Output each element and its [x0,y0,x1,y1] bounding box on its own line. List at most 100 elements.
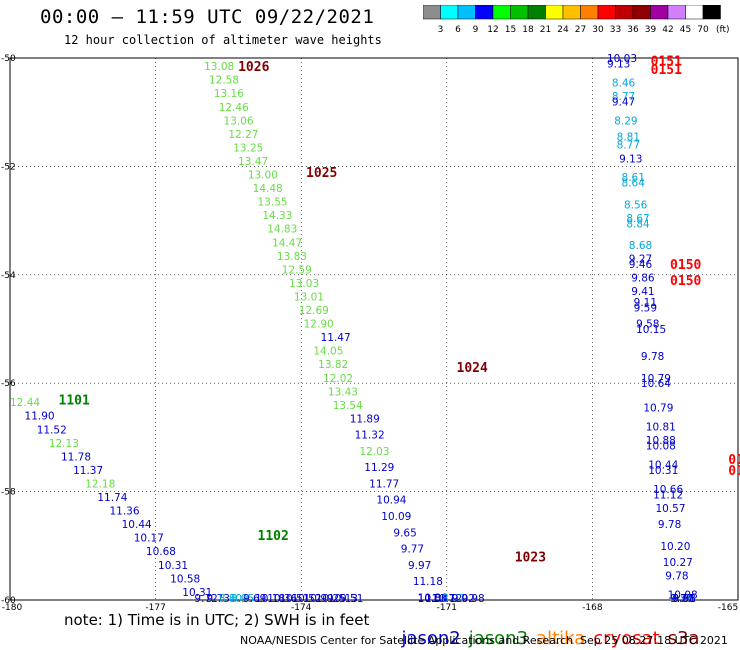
wave-height-point: 9.88 [672,593,695,605]
wave-height-point: 10.08 [646,441,676,453]
wave-height-point: 11.12 [653,489,683,501]
wave-height-point: 9.86 [631,273,655,285]
wave-height-point: 13.06 [224,115,254,127]
wave-height-point: 13.08 [204,61,234,73]
wave-height-point: 10.94 [376,495,406,507]
color-tick-label: 39 [645,25,657,35]
pass-time-label: 0151 [651,55,682,70]
wave-height-point: 10.64 [641,378,671,390]
wave-height-point: 10.20 [660,541,690,553]
lat-tick-label: -54 [1,271,16,281]
page-subtitle: 12 hour collection of altimeter wave hei… [64,33,382,47]
wave-height-point: 9.73 [207,593,230,605]
wave-height-point: 10.88 [646,435,676,447]
wave-height-point: 14.83 [267,224,297,236]
wave-height-point: 9.65 [393,527,416,539]
wave-height-point: 10.31 [158,560,188,572]
color-tick-label: 6 [455,25,461,35]
wave-height-point: 11.77 [369,478,399,490]
wave-height-point: 10.99 [304,593,334,605]
pass-time-label: 1102 [258,529,289,544]
legend-jason3: jason3 [468,628,529,649]
wave-height-point: 8.81 [617,132,640,144]
wave-height-point: 12.59 [282,264,312,276]
wave-height-point: 9.27 [629,254,652,266]
wave-height-point: 10.15 [636,324,666,336]
wave-height-point: 8.29 [614,115,637,127]
wave-height-point: 9.72 [194,593,217,605]
wave-height-point: 12.13 [49,438,79,450]
map-frame [9,57,739,601]
wave-height-point: 9.47 [612,96,635,108]
wave-height-point: 13.47 [238,156,268,168]
wave-height-point: 12.58 [209,75,239,87]
wave-height-point: 12.27 [228,129,258,141]
color-tick-label: 27 [575,25,586,35]
color-tick-label: 33 [610,25,621,35]
wave-height-point: 11.90 [25,411,55,423]
pass-time-label: 1024 [457,361,488,376]
lon-tick-label: -171 [437,603,457,612]
wave-height-point: 10.86 [418,592,448,604]
pass-time-label: 0151 [651,63,682,78]
wave-height-point: 10.51 [279,593,309,605]
wave-height-point: 10.79 [643,403,673,415]
wave-height-point: 9.41 [631,286,654,298]
color-tick-label: 36 [627,25,639,35]
wave-height-point: 13.25 [233,142,263,154]
color-unit-label: (ft) [716,25,730,35]
wave-height-point: 8.46 [612,77,636,89]
wave-height-point: 10.44 [648,460,678,472]
pass-time-label: 0150 [670,258,701,273]
wave-height-point: 9.78 [665,571,688,583]
wave-height-point: 9.78 [641,351,664,363]
wave-height-point: 10.08 [668,590,698,602]
wave-height-point: 11.78 [61,451,91,463]
wave-height-point: 14.48 [253,183,283,195]
wave-height-point: 10.52 [291,593,321,605]
wave-height-point: 11.17 [425,593,455,605]
lat-tick-label: -60 [1,596,16,606]
wave-height-point: 9.98 [461,593,484,605]
wave-height-point: 10.18 [255,593,285,605]
color-tick-label: 12 [487,25,498,35]
legend-altika: altika [536,628,586,649]
wave-height-point: 13.54 [333,400,363,412]
wave-height-point: 9.69 [243,593,266,605]
wave-height-point: 10.12 [432,593,462,605]
wave-height-point: 8.95 [231,593,254,605]
footnote: note: 1) Time is in UTC; 2) SWH is in fe… [64,611,370,629]
color-tick-label: 9 [473,25,479,35]
color-tick-label: 18 [522,25,534,35]
wave-height-point: 12.46 [219,102,249,114]
generated-timestamp: Sep 25 08:27:18 UTC 2021 [580,634,728,647]
legend-s3a: s3a [667,628,700,649]
pass-time-label: 1023 [515,551,546,566]
lon-tick-label: -168 [582,603,603,612]
wave-height-point: 10.17 [134,533,164,545]
wave-height-point: 13.00 [248,170,278,182]
wave-height-point: 14.05 [313,346,343,358]
wave-height-point: 9.77 [401,544,424,556]
wave-height-point: 10.66 [653,484,683,496]
pass-time-label: 1026 [238,60,269,75]
wave-height-point: 10.03 [607,53,637,65]
pass-time-label: 1101 [59,393,90,408]
color-tick-label: 15 [505,25,516,35]
pass-time-label: 014 [728,464,740,479]
legend-cryosat: cryosat [593,628,660,649]
wave-height-point: 9.59 [634,302,657,314]
wave-height-point: 13.83 [277,251,307,263]
lat-tick-label: -56 [1,379,16,389]
wave-height-point: 9.78 [658,519,681,531]
wave-height-point: 11.47 [321,332,351,344]
wave-height-point: 8.56 [624,199,648,211]
wave-height-point: 14.47 [272,237,302,249]
wave-height-point: 12.02 [323,373,353,385]
wave-height-point: 9.77 [670,593,693,605]
wave-height-point: 8.77 [617,140,640,152]
pass-time-label: 1025 [306,166,337,181]
wave-height-point: 10.27 [663,557,693,569]
wave-height-point: 11.18 [413,576,443,588]
lat-tick-label: -50 [1,54,16,64]
